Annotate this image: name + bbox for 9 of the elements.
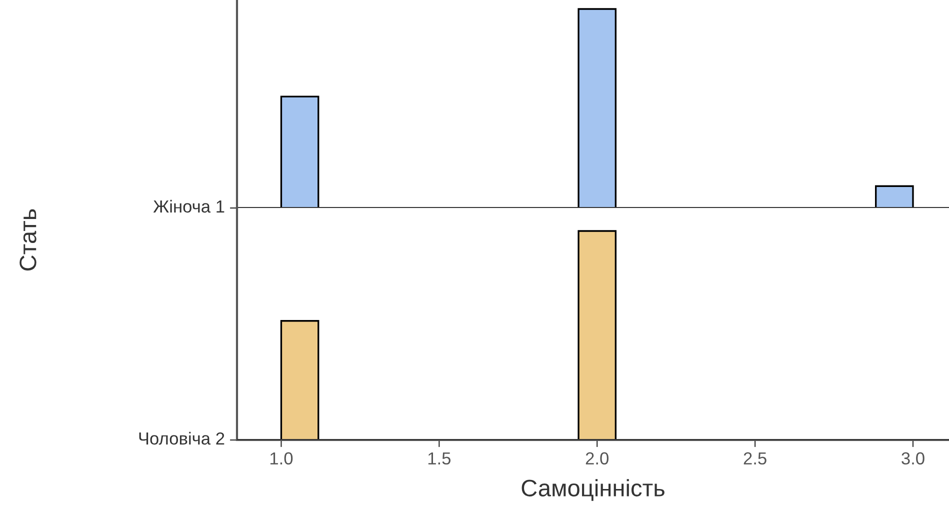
x-tick-label: 1.0: [270, 452, 293, 465]
x-axis-title: Самоцінність: [522, 479, 664, 501]
x-tick-label: 1.5: [428, 452, 451, 465]
x-tick-label: 2.0: [586, 452, 608, 465]
x-tick-label: 3.0: [902, 452, 924, 465]
x-tick-label: 2.5: [744, 452, 766, 465]
text: Чоловіча 2: [139, 432, 224, 445]
text: Жіноча 1: [153, 200, 224, 213]
y-axis-title: Стать: [20, 209, 36, 270]
